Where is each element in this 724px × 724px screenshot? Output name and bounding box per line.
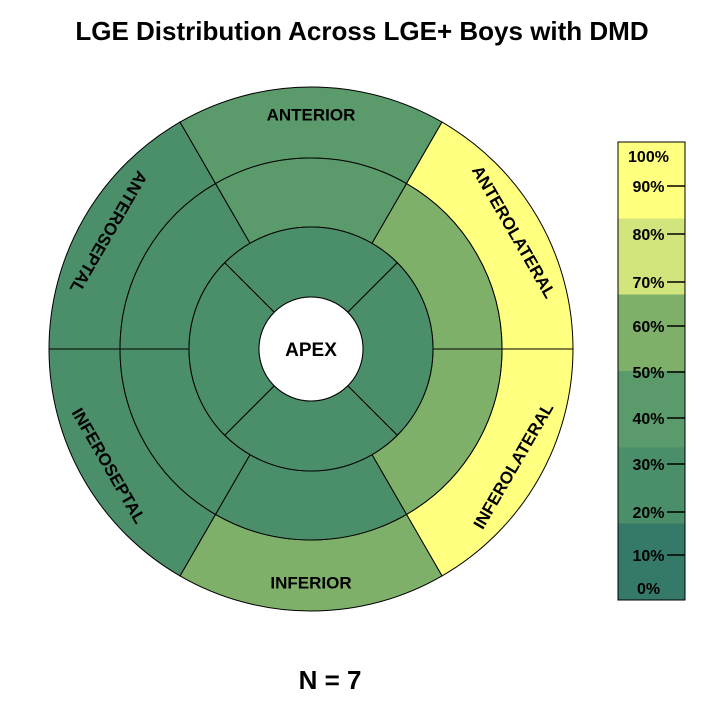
colorbar-band-5	[618, 142, 685, 219]
apex-circle	[258, 296, 364, 402]
colorbar-tick-label: 40%	[632, 411, 664, 428]
apex-label: APEX	[285, 340, 337, 361]
chart-title: LGE Distribution Across LGE+ Boys with D…	[75, 16, 649, 46]
colorbar: 0% 10% 20% 30% 40% 50% 60% 70% 80% 90% 100%	[617, 141, 686, 601]
colorbar-tick-label: 0%	[637, 581, 660, 598]
colorbar-tick-label: 80%	[632, 227, 664, 244]
colorbar-tick-label: 10%	[632, 548, 664, 565]
colorbar-tick-label: 20%	[632, 505, 664, 522]
colorbar-tick-label: 30%	[632, 457, 664, 474]
colorbar-tick-label: 100%	[628, 149, 669, 166]
colorbar-band-1	[618, 447, 685, 524]
segments-group	[48, 86, 574, 612]
colorbar-tick-label: 90%	[632, 179, 664, 196]
colorbar-band-2	[618, 371, 685, 448]
footer-note: N = 7	[298, 665, 362, 695]
colorbar-frame	[617, 141, 686, 601]
colorbar-tick-label: 70%	[632, 275, 664, 292]
colorbar-band-0	[618, 523, 685, 600]
colorbar-tick-label: 50%	[632, 365, 664, 382]
colorbar-band-3	[618, 294, 685, 371]
region-label-anterior: ANTERIOR	[267, 106, 356, 125]
region-label-inferior: INFERIOR	[270, 574, 351, 593]
colorbar-tick-label: 60%	[632, 319, 664, 336]
